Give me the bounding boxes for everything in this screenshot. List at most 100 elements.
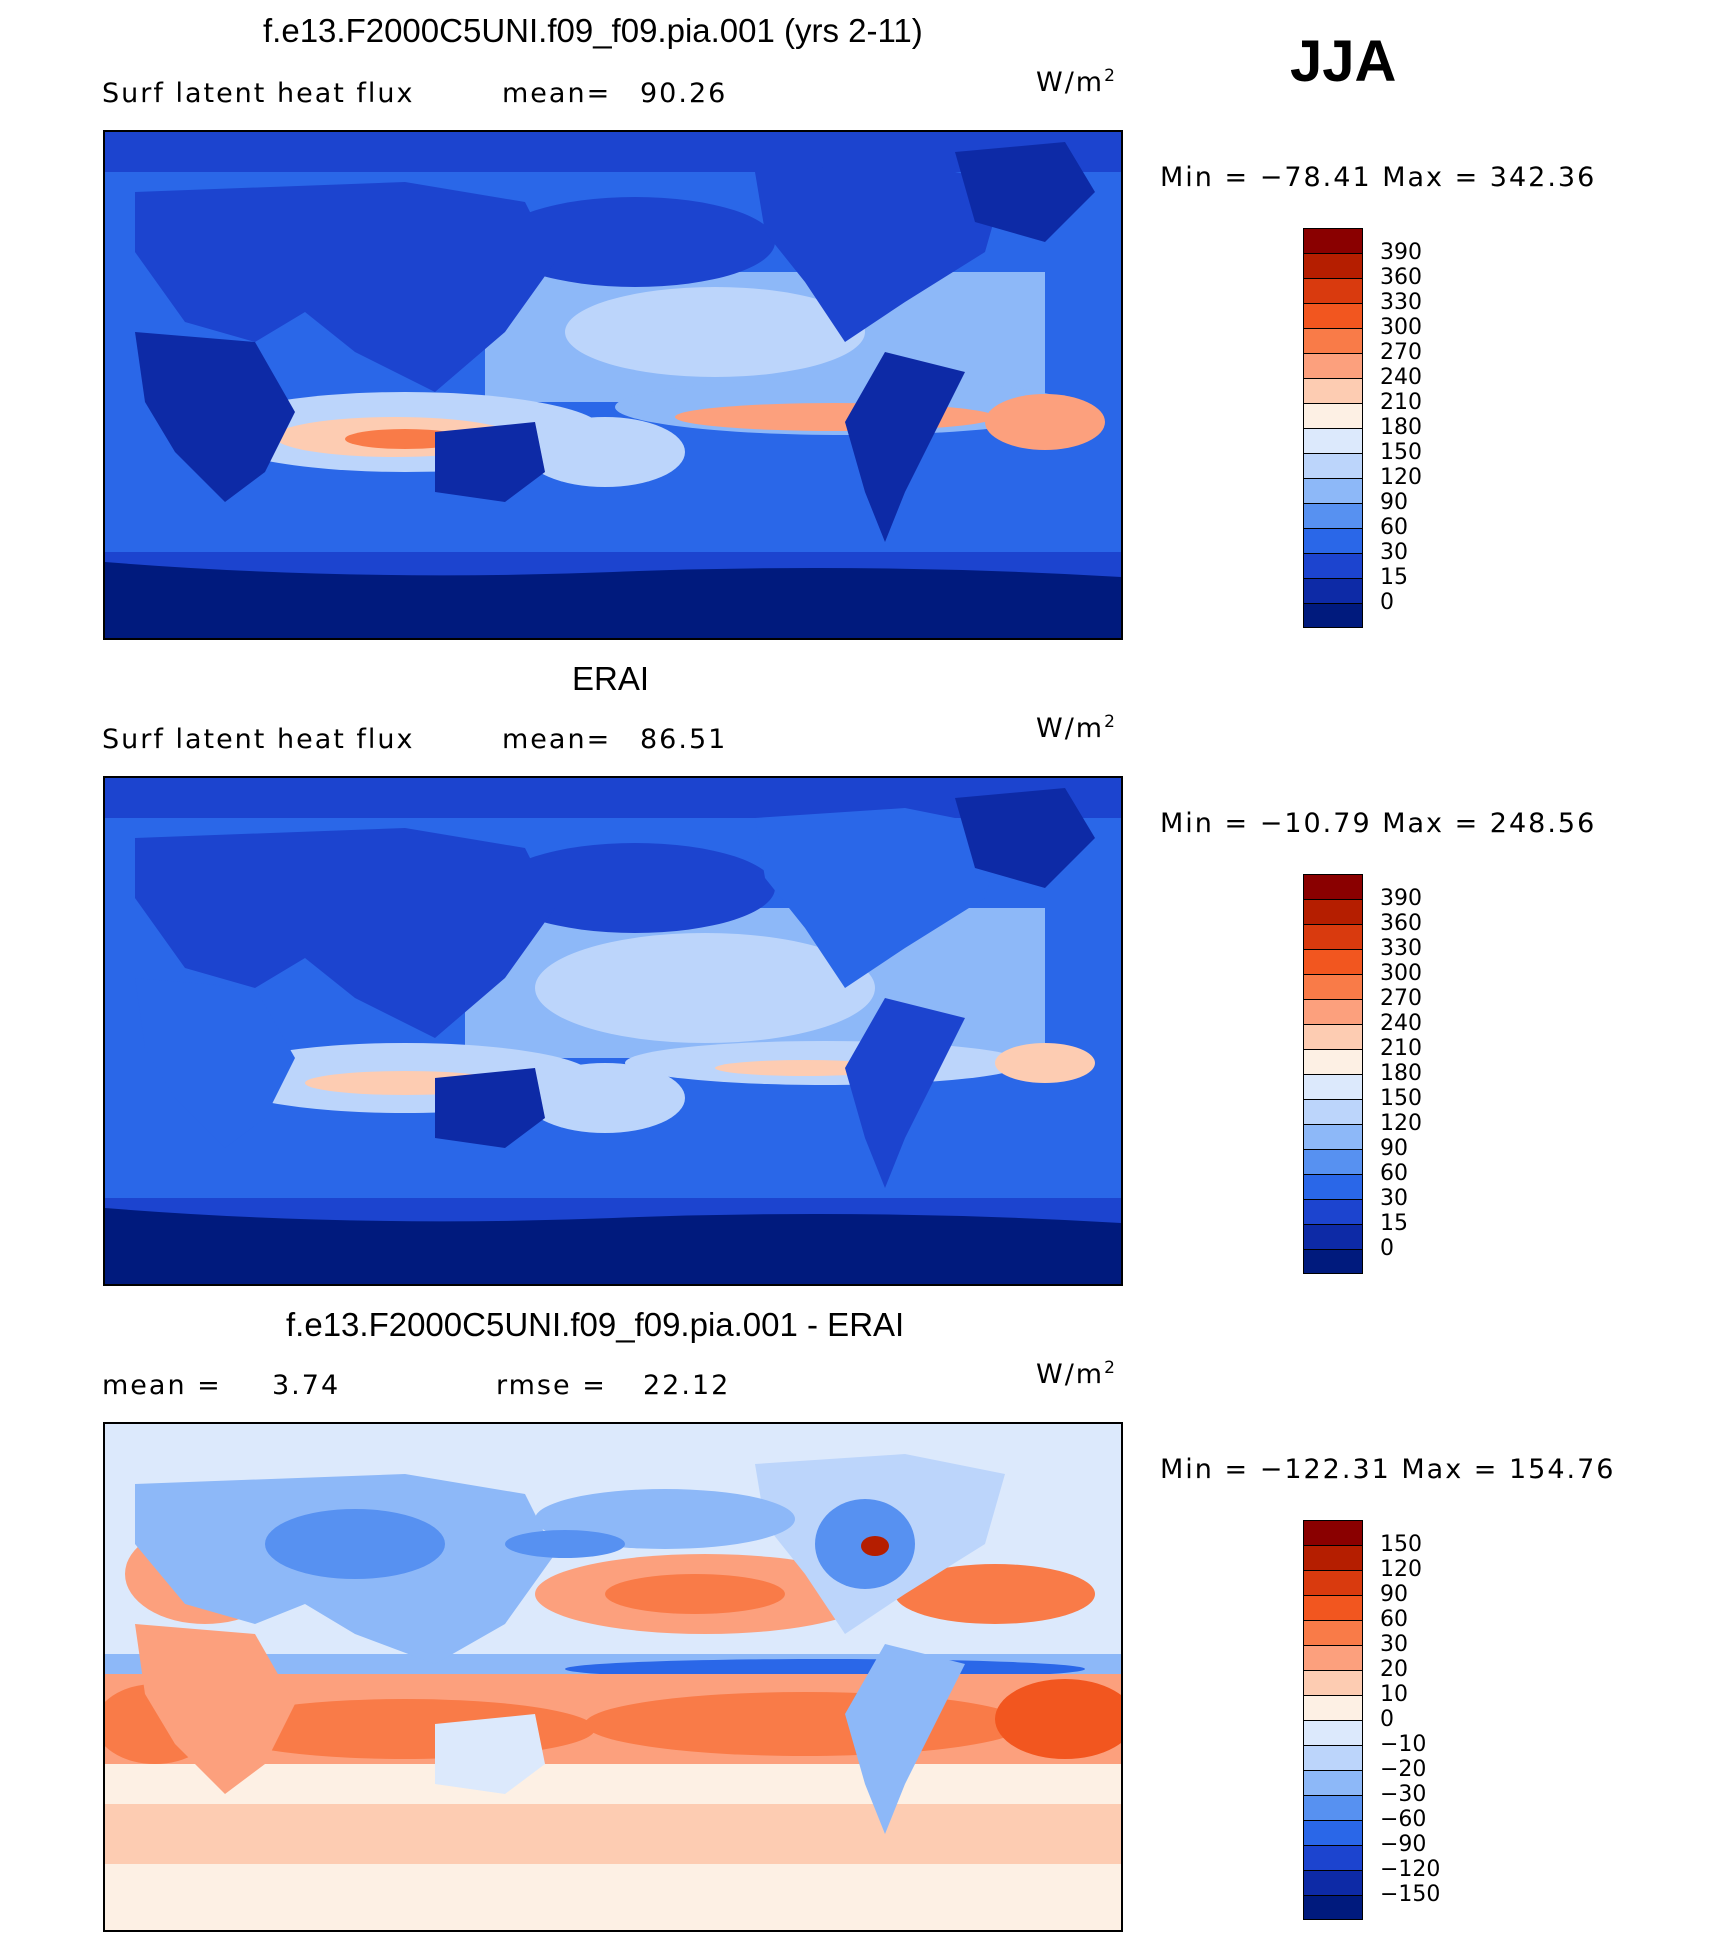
- colorbar-tick-label: 60: [1380, 1161, 1408, 1186]
- colorbar-tick-label: 180: [1380, 415, 1422, 440]
- mean-value: 90.26: [640, 78, 728, 109]
- minmax-label: Min = −122.31 Max = 154.76: [1160, 1454, 1616, 1485]
- colorbar-swatch: [1303, 1695, 1363, 1720]
- colorbar-tick-label: 270: [1380, 986, 1422, 1011]
- colorbar-swatch: [1303, 578, 1363, 603]
- colorbar-swatch: [1303, 1720, 1363, 1745]
- colorbar-tick-label: 150: [1380, 1532, 1422, 1557]
- colorbar-swatch: [1303, 603, 1363, 628]
- colorbar-tick-label: 15: [1380, 1211, 1408, 1236]
- minmax-label: Min = −10.79 Max = 248.56: [1160, 808, 1597, 839]
- colorbar-swatch: [1303, 378, 1363, 403]
- colorbar-swatch: [1303, 328, 1363, 353]
- colorbar-swatch: [1303, 1870, 1363, 1895]
- colorbar-cells: [1303, 874, 1363, 1274]
- colorbar-swatch: [1303, 1645, 1363, 1670]
- colorbar-swatch: [1303, 553, 1363, 578]
- unit-label: W/m2: [1036, 66, 1117, 98]
- colorbar-tick-label: 390: [1380, 886, 1422, 911]
- colorbar-swatch: [1303, 1199, 1363, 1224]
- map-model: [103, 130, 1123, 640]
- colorbar-swatch: [1303, 999, 1363, 1024]
- mean-label: mean =: [102, 1370, 222, 1401]
- colorbar-swatch: [1303, 1745, 1363, 1770]
- rmse-value: 22.12: [643, 1370, 731, 1401]
- colorbar-tick-label: 180: [1380, 1061, 1422, 1086]
- colorbar-tick-label: 30: [1380, 1186, 1408, 1211]
- colorbar-tick-label: −30: [1380, 1782, 1427, 1807]
- colorbar-tick-label: −60: [1380, 1807, 1427, 1832]
- panel-title: ERAI: [572, 660, 650, 697]
- unit-label: W/m2: [1036, 1358, 1117, 1390]
- colorbar-swatch: [1303, 949, 1363, 974]
- colorbar-swatch: [1303, 403, 1363, 428]
- map-difference: [103, 1422, 1123, 1932]
- map-field: [105, 1424, 1121, 1930]
- colorbar-tick-label: 90: [1380, 1582, 1408, 1607]
- colorbar-tick-label: 300: [1380, 315, 1422, 340]
- colorbar-swatch: [1303, 303, 1363, 328]
- colorbar-tick-label: 240: [1380, 1011, 1422, 1036]
- colorbar-tick-label: −120: [1380, 1857, 1441, 1882]
- colorbar-tick-label: 90: [1380, 490, 1408, 515]
- colorbar-tick-label: 0: [1380, 590, 1394, 615]
- mean-label: mean=: [502, 724, 612, 755]
- map-reference: [103, 776, 1123, 1286]
- colorbar-swatch: [1303, 353, 1363, 378]
- colorbar-swatch: [1303, 1595, 1363, 1620]
- minmax-label: Min = −78.41 Max = 342.36: [1160, 162, 1597, 193]
- colorbar-difference: [1303, 1520, 1363, 1920]
- colorbar-cells: [1303, 1520, 1363, 1920]
- colorbar-swatch: [1303, 1570, 1363, 1595]
- colorbar-model: [1303, 228, 1363, 628]
- colorbar-tick-label: 360: [1380, 265, 1422, 290]
- map-field: [105, 778, 1121, 1284]
- colorbar-swatch: [1303, 1024, 1363, 1049]
- panel-title: f.e13.F2000C5UNI.f09_f09.pia.001 - ERAI: [286, 1306, 905, 1343]
- colorbar-swatch: [1303, 874, 1363, 899]
- colorbar-swatch: [1303, 1895, 1363, 1920]
- colorbar-swatch: [1303, 1174, 1363, 1199]
- colorbar-tick-label: 20: [1380, 1657, 1408, 1682]
- mean-value: 86.51: [640, 724, 728, 755]
- colorbar-swatch: [1303, 1149, 1363, 1174]
- colorbar-tick-label: −10: [1380, 1732, 1427, 1757]
- colorbar-tick-label: 360: [1380, 911, 1422, 936]
- unit-label: W/m2: [1036, 712, 1117, 744]
- colorbar-swatch: [1303, 453, 1363, 478]
- colorbar-tick-label: 120: [1380, 465, 1422, 490]
- colorbar-tick-label: 120: [1380, 1111, 1422, 1136]
- colorbar-swatch: [1303, 1224, 1363, 1249]
- colorbar-tick-label: 60: [1380, 1607, 1408, 1632]
- colorbar-swatch: [1303, 1845, 1363, 1870]
- rmse-label: rmse =: [496, 1370, 607, 1401]
- variable-label: Surf latent heat flux: [102, 78, 415, 109]
- colorbar-tick-label: 330: [1380, 936, 1422, 961]
- colorbar-tick-label: −20: [1380, 1757, 1427, 1782]
- season-label: JJA: [1290, 29, 1397, 94]
- colorbar-swatch: [1303, 1820, 1363, 1845]
- colorbar-tick-label: 10: [1380, 1682, 1408, 1707]
- colorbar-tick-label: −150: [1380, 1882, 1441, 1907]
- colorbar-swatch: [1303, 1795, 1363, 1820]
- colorbar-swatch: [1303, 1545, 1363, 1570]
- colorbar-swatch: [1303, 1124, 1363, 1149]
- colorbar-tick-label: 150: [1380, 1086, 1422, 1111]
- colorbar-swatch: [1303, 278, 1363, 303]
- colorbar-tick-label: 30: [1380, 1632, 1408, 1657]
- colorbar-swatch: [1303, 1099, 1363, 1124]
- colorbar-swatch: [1303, 924, 1363, 949]
- colorbar-swatch: [1303, 1520, 1363, 1545]
- colorbar-swatch: [1303, 1049, 1363, 1074]
- colorbar-tick-label: 90: [1380, 1136, 1408, 1161]
- colorbar-swatch: [1303, 899, 1363, 924]
- colorbar-tick-label: 120: [1380, 1557, 1422, 1582]
- colorbar-swatch: [1303, 503, 1363, 528]
- colorbar-tick-label: 390: [1380, 240, 1422, 265]
- colorbar-tick-label: 0: [1380, 1707, 1394, 1732]
- colorbar-tick-label: −90: [1380, 1832, 1427, 1857]
- colorbar-tick-label: 150: [1380, 440, 1422, 465]
- colorbar-cells: [1303, 228, 1363, 628]
- colorbar-swatch: [1303, 1620, 1363, 1645]
- colorbar-swatch: [1303, 1249, 1363, 1274]
